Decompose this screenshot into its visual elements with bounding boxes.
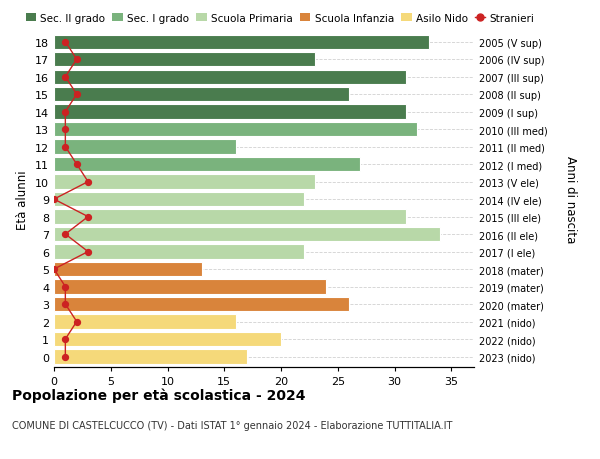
Text: COMUNE DI CASTELCUCCO (TV) - Dati ISTAT 1° gennaio 2024 - Elaborazione TUTTITALI: COMUNE DI CASTELCUCCO (TV) - Dati ISTAT … [12, 420, 452, 430]
Point [83, 213, 93, 221]
Bar [54, 105, 406, 119]
Bar [54, 280, 326, 294]
Bar [54, 227, 440, 242]
Point [72, 91, 82, 99]
Y-axis label: Età alunni: Età alunni [16, 170, 29, 230]
Point [72, 161, 82, 168]
Bar [54, 350, 247, 364]
Point [61, 109, 70, 116]
Bar [54, 245, 304, 259]
Point [61, 126, 70, 134]
Bar [54, 192, 304, 207]
Point [61, 74, 70, 81]
Bar [54, 123, 417, 137]
Point [72, 56, 82, 64]
Bar [54, 332, 281, 347]
Point [61, 353, 70, 360]
Point [61, 283, 70, 291]
Bar [54, 175, 315, 190]
Point [61, 39, 70, 46]
Bar [54, 140, 236, 155]
Bar [54, 35, 428, 50]
Point [83, 179, 93, 186]
Point [61, 336, 70, 343]
Point [61, 231, 70, 238]
Point [49, 266, 59, 273]
Bar [54, 88, 349, 102]
Point [61, 144, 70, 151]
Bar [54, 262, 202, 277]
Bar [54, 157, 361, 172]
Bar [54, 53, 315, 67]
Bar [54, 297, 349, 312]
Bar [54, 210, 406, 224]
Point [61, 301, 70, 308]
Point [72, 318, 82, 325]
Bar [54, 70, 406, 84]
Text: Popolazione per età scolastica - 2024: Popolazione per età scolastica - 2024 [12, 388, 305, 403]
Point [49, 196, 59, 203]
Legend: Sec. II grado, Sec. I grado, Scuola Primaria, Scuola Infanzia, Asilo Nido, Stran: Sec. II grado, Sec. I grado, Scuola Prim… [26, 14, 535, 23]
Point [83, 248, 93, 256]
Y-axis label: Anni di nascita: Anni di nascita [564, 156, 577, 243]
Bar [54, 315, 236, 329]
